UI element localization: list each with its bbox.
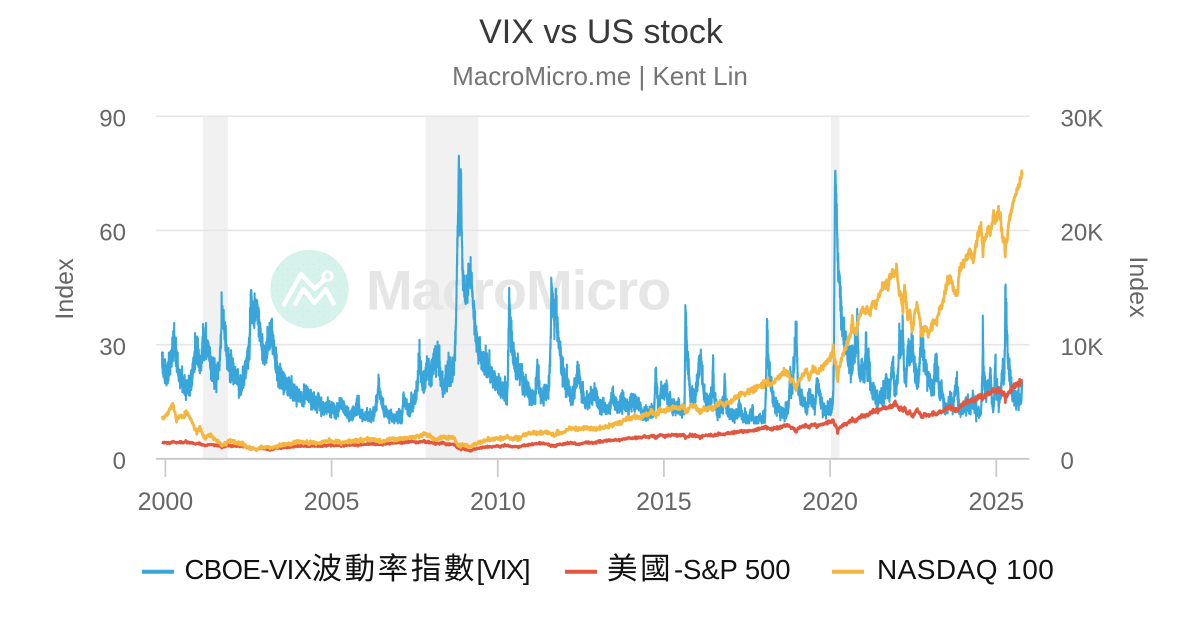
svg-text:-S&P 500: -S&P 500 [674,554,790,585]
svg-text:60: 60 [99,220,126,247]
svg-text:20K: 20K [1061,220,1104,247]
svg-text:2020: 2020 [802,488,858,516]
svg-text:2010: 2010 [470,488,526,516]
svg-text:Index: Index [1124,256,1152,318]
svg-text:VIX vs US stock: VIX vs US stock [479,13,724,51]
svg-text:30: 30 [99,334,126,361]
svg-text:0: 0 [1061,448,1074,475]
svg-text:MacroMicro.me | Kent Lin: MacroMicro.me | Kent Lin [452,61,748,91]
svg-text:2025: 2025 [968,488,1024,516]
svg-text:30K: 30K [1061,106,1104,133]
svg-text:NASDAQ 100: NASDAQ 100 [877,554,1054,585]
svg-text:2015: 2015 [636,488,692,516]
svg-text:0: 0 [113,448,126,475]
svg-text:[VIX]: [VIX] [477,554,530,585]
svg-text:2000: 2000 [138,488,194,516]
svg-text:2005: 2005 [304,488,360,516]
svg-text:10K: 10K [1061,334,1104,361]
svg-text:Index: Index [51,258,79,320]
svg-text:CBOE-VIX: CBOE-VIX [185,554,312,585]
svg-text:90: 90 [99,106,126,133]
svg-text:MacroMicro: MacroMicro [366,259,670,322]
